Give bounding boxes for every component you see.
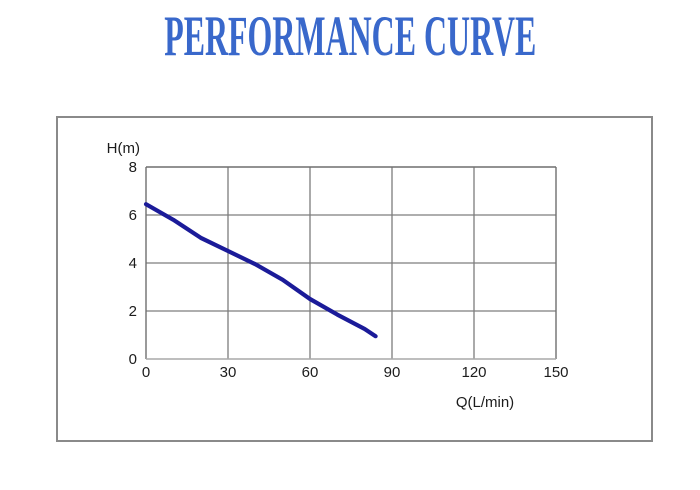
y-axis-title: H(m) [107,140,140,157]
performance-chart-svg: 0 30 60 90 120 150 0 2 4 6 8 H(m) Q(L/min) [107,140,569,411]
y-tick-label: 2 [129,303,137,320]
performance-curve-line [143,202,378,339]
x-tick-label: 120 [461,364,486,381]
x-tick-label: 150 [543,364,568,381]
chart-frame: 0 30 60 90 120 150 0 2 4 6 8 H(m) Q(L/min) [56,116,653,442]
y-tick-label: 8 [129,159,137,176]
tick-label-layer: 0 30 60 90 120 150 0 2 4 6 8 [129,159,569,381]
curve-layer [143,202,378,339]
x-tick-label: 90 [384,364,401,381]
y-tick-label: 0 [129,351,137,368]
y-tick-label: 4 [129,255,137,272]
x-tick-label: 30 [220,364,237,381]
page-title-text: PERFORMANCE CURVE [163,5,537,68]
x-tick-label: 0 [142,364,150,381]
x-tick-label: 60 [302,364,319,381]
grid-layer [145,166,557,360]
y-tick-label: 6 [129,207,137,224]
x-axis-title: Q(L/min) [456,394,514,411]
page-title: PERFORMANCE CURVE [0,8,700,65]
